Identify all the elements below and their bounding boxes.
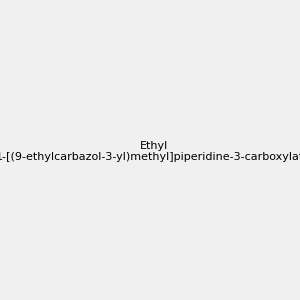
Text: Ethyl 1-[(9-ethylcarbazol-3-yl)methyl]piperidine-3-carboxylate: Ethyl 1-[(9-ethylcarbazol-3-yl)methyl]pi… [0,141,300,162]
